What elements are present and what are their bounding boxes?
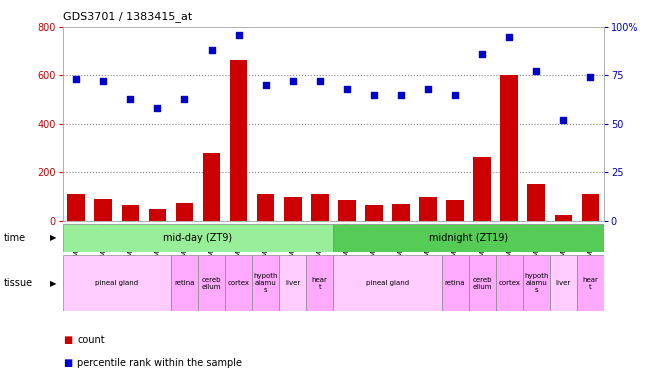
Text: cereb
ellum: cereb ellum: [473, 277, 492, 290]
Bar: [581, 194, 599, 221]
Point: [314, 78, 325, 84]
Text: tissue: tissue: [3, 278, 32, 288]
Bar: [198, 255, 225, 311]
Point: [531, 68, 541, 74]
Bar: [306, 255, 333, 311]
Bar: [94, 199, 112, 221]
Point: [179, 96, 190, 102]
Text: retina: retina: [174, 280, 195, 286]
Bar: [550, 255, 577, 311]
Text: hear
t: hear t: [582, 277, 599, 290]
Text: pineal gland: pineal gland: [95, 280, 139, 286]
Point: [260, 82, 271, 88]
Text: ▶: ▶: [50, 279, 56, 288]
Bar: [252, 255, 279, 311]
Text: percentile rank within the sample: percentile rank within the sample: [77, 358, 242, 368]
Point: [125, 96, 136, 102]
Text: hypoth
alamu
s: hypoth alamu s: [253, 273, 278, 293]
Bar: [230, 60, 248, 221]
Bar: [554, 215, 572, 221]
Bar: [442, 255, 469, 311]
Point: [395, 92, 406, 98]
Point: [287, 78, 298, 84]
Text: count: count: [77, 335, 105, 345]
Bar: [523, 255, 550, 311]
Bar: [63, 224, 333, 252]
Text: time: time: [3, 233, 26, 243]
Bar: [67, 194, 85, 221]
Bar: [284, 197, 302, 221]
Bar: [121, 205, 139, 221]
Bar: [333, 224, 604, 252]
Point: [504, 33, 515, 40]
Text: hear
t: hear t: [312, 277, 328, 290]
Text: midnight (ZT19): midnight (ZT19): [429, 233, 508, 243]
Text: pineal gland: pineal gland: [366, 280, 409, 286]
Bar: [500, 75, 518, 221]
Point: [206, 47, 216, 53]
Bar: [311, 194, 329, 221]
Bar: [203, 153, 220, 221]
Text: liver: liver: [556, 280, 571, 286]
Point: [98, 78, 108, 84]
Bar: [279, 255, 306, 311]
Bar: [527, 184, 545, 221]
Text: cereb
ellum: cereb ellum: [202, 277, 221, 290]
Text: ▶: ▶: [50, 233, 56, 242]
Bar: [419, 197, 437, 221]
Bar: [171, 255, 198, 311]
Bar: [338, 200, 356, 221]
Point: [422, 86, 433, 92]
Bar: [63, 255, 171, 311]
Text: mid-day (ZT9): mid-day (ZT9): [164, 233, 232, 243]
Bar: [392, 204, 410, 221]
Bar: [225, 255, 252, 311]
Text: liver: liver: [285, 280, 300, 286]
Text: retina: retina: [445, 280, 465, 286]
Text: cortex: cortex: [228, 280, 249, 286]
Bar: [333, 255, 442, 311]
Text: hypoth
alamu
s: hypoth alamu s: [524, 273, 548, 293]
Bar: [446, 200, 464, 221]
Bar: [577, 255, 604, 311]
Bar: [365, 205, 383, 221]
Bar: [176, 203, 193, 221]
Point: [342, 86, 352, 92]
Text: cortex: cortex: [498, 280, 520, 286]
Text: GDS3701 / 1383415_at: GDS3701 / 1383415_at: [63, 12, 192, 22]
Point: [234, 31, 244, 38]
Bar: [496, 255, 523, 311]
Point: [71, 76, 82, 82]
Point: [477, 51, 487, 57]
Bar: [473, 157, 491, 221]
Point: [585, 74, 595, 80]
Point: [152, 105, 162, 111]
Point: [558, 117, 568, 123]
Bar: [257, 194, 275, 221]
Text: ■: ■: [63, 335, 72, 345]
Bar: [469, 255, 496, 311]
Point: [368, 92, 379, 98]
Bar: [148, 209, 166, 221]
Text: ■: ■: [63, 358, 72, 368]
Point: [450, 92, 461, 98]
